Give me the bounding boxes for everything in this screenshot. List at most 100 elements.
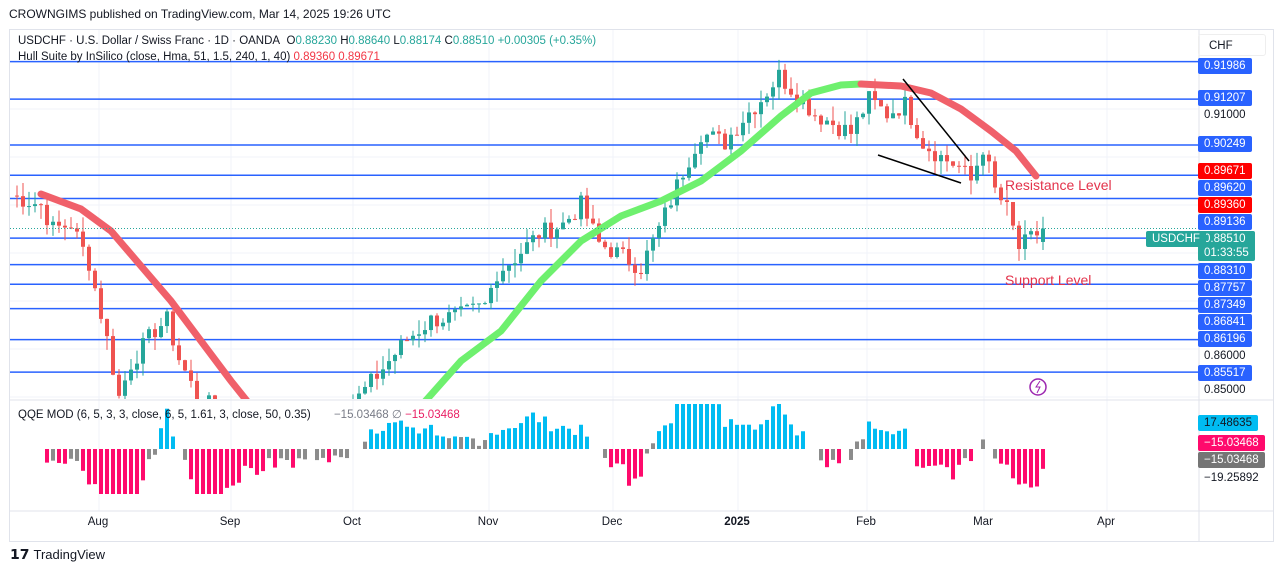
candle-body — [327, 423, 331, 426]
candle-body — [555, 229, 559, 239]
candle-body — [195, 380, 199, 399]
support-annotation: Support Level — [1005, 272, 1092, 288]
candle-body — [1023, 234, 1027, 249]
qqe-bar — [669, 423, 673, 449]
time-label: Oct — [343, 516, 361, 528]
candle-body — [579, 195, 583, 220]
candle-body — [165, 311, 169, 327]
candle-body — [501, 270, 505, 282]
qqe-bar — [345, 449, 349, 459]
candle-body — [189, 370, 193, 381]
candle-body — [489, 287, 493, 304]
resistance-annotation: Resistance Level — [1005, 177, 1112, 193]
qqe-bar — [663, 425, 667, 449]
qqe-bar — [117, 449, 121, 494]
qqe-axis-label: −15.03468 — [1198, 452, 1265, 468]
qqe-bar — [831, 449, 835, 460]
candle-body — [459, 306, 463, 310]
candle-body — [27, 206, 31, 208]
candle-body — [537, 235, 541, 239]
chart-canvas[interactable] — [10, 30, 1273, 541]
candle-body — [159, 326, 163, 338]
qqe-bar — [465, 436, 469, 449]
chart-frame[interactable] — [9, 29, 1274, 542]
lightning-bolt — [1035, 380, 1041, 394]
candle-body — [63, 225, 67, 228]
candle-body — [663, 207, 667, 226]
symbol-name: USDCHF — [18, 35, 66, 47]
candle-body — [693, 153, 697, 168]
qqe-bar — [339, 449, 343, 458]
qqe-bar — [879, 430, 883, 449]
trendline-lower — [877, 154, 962, 184]
qqe-legend[interactable]: QQE MOD (6, 5, 3, 3, close, 6, 5, 1.61, … — [18, 407, 460, 421]
candle-body — [177, 345, 181, 361]
hull-legend[interactable]: Hull Suite by InSilico (close, Hma, 51, … — [18, 51, 380, 63]
open-value: 0.88230 — [295, 35, 338, 47]
close-value: 0.88510 — [452, 35, 495, 47]
candle-body — [999, 187, 1003, 201]
qqe-bar — [129, 449, 133, 494]
qqe-bar — [243, 449, 247, 466]
qqe-bar — [501, 429, 505, 449]
trendline-upper — [902, 78, 970, 162]
qqe-bar — [429, 424, 433, 449]
candle-body — [123, 380, 127, 396]
qqe-bar — [999, 449, 1003, 464]
candle-body — [735, 134, 739, 136]
qqe-bar — [1011, 449, 1015, 479]
tradingview-logo[interactable]: 𝟭𝟳 TradingView — [10, 546, 105, 563]
lightning-icon — [1029, 378, 1047, 396]
time-label: Nov — [477, 516, 499, 528]
candle-body — [963, 165, 967, 167]
candle-body — [471, 303, 475, 305]
currency-selector[interactable]: CHF — [1198, 34, 1266, 56]
qqe-bar — [159, 428, 163, 449]
candle-body — [705, 134, 709, 143]
candle-body — [33, 204, 37, 207]
qqe-bar — [543, 416, 547, 449]
candle-body — [93, 270, 97, 289]
qqe-bar — [867, 421, 871, 449]
candle-body — [1011, 201, 1015, 226]
qqe-bar — [279, 449, 283, 459]
level-price-label: 0.87349 — [1198, 297, 1252, 313]
level-price-label: 0.89136 — [1198, 214, 1252, 230]
candle-body — [1017, 225, 1021, 249]
symbol-legend[interactable]: USDCHF · U.S. Dollar / Swiss Franc · 1D … — [18, 35, 596, 47]
change-value: +0.00305 (+0.35%) — [497, 35, 597, 47]
qqe-bar — [333, 449, 337, 456]
qqe-bar — [489, 433, 493, 449]
qqe-bar — [993, 449, 997, 459]
candle-body — [171, 311, 175, 346]
candle-body — [417, 334, 421, 336]
candle-body — [903, 96, 907, 116]
candles — [15, 59, 1045, 429]
qqe-bar — [711, 404, 715, 449]
qqe-bar — [885, 431, 889, 449]
qqe-bar — [789, 424, 793, 449]
qqe-bar — [951, 449, 955, 480]
candle-body — [495, 281, 499, 288]
candle-body — [297, 421, 301, 429]
candle-body — [21, 196, 25, 207]
qqe-bar — [639, 449, 643, 477]
candle-body — [465, 304, 469, 307]
candle-body — [1041, 228, 1045, 242]
candle-body — [147, 329, 151, 339]
time-label: Mar — [973, 516, 993, 528]
candle-body — [525, 242, 529, 254]
qqe-bar — [921, 449, 925, 468]
qqe-bar — [81, 449, 85, 471]
qqe-bar — [537, 422, 541, 449]
qqe-bar — [507, 428, 511, 449]
qqe-bar — [1023, 449, 1027, 484]
qqe-bar — [777, 404, 781, 449]
qqe-bar — [897, 430, 901, 449]
level-price-label: 0.86841 — [1198, 314, 1252, 330]
candle-body — [75, 228, 79, 232]
qqe-bar — [915, 449, 919, 467]
qqe-bar — [519, 423, 523, 449]
time-label: Sep — [219, 516, 241, 528]
qqe-bar — [753, 429, 757, 449]
